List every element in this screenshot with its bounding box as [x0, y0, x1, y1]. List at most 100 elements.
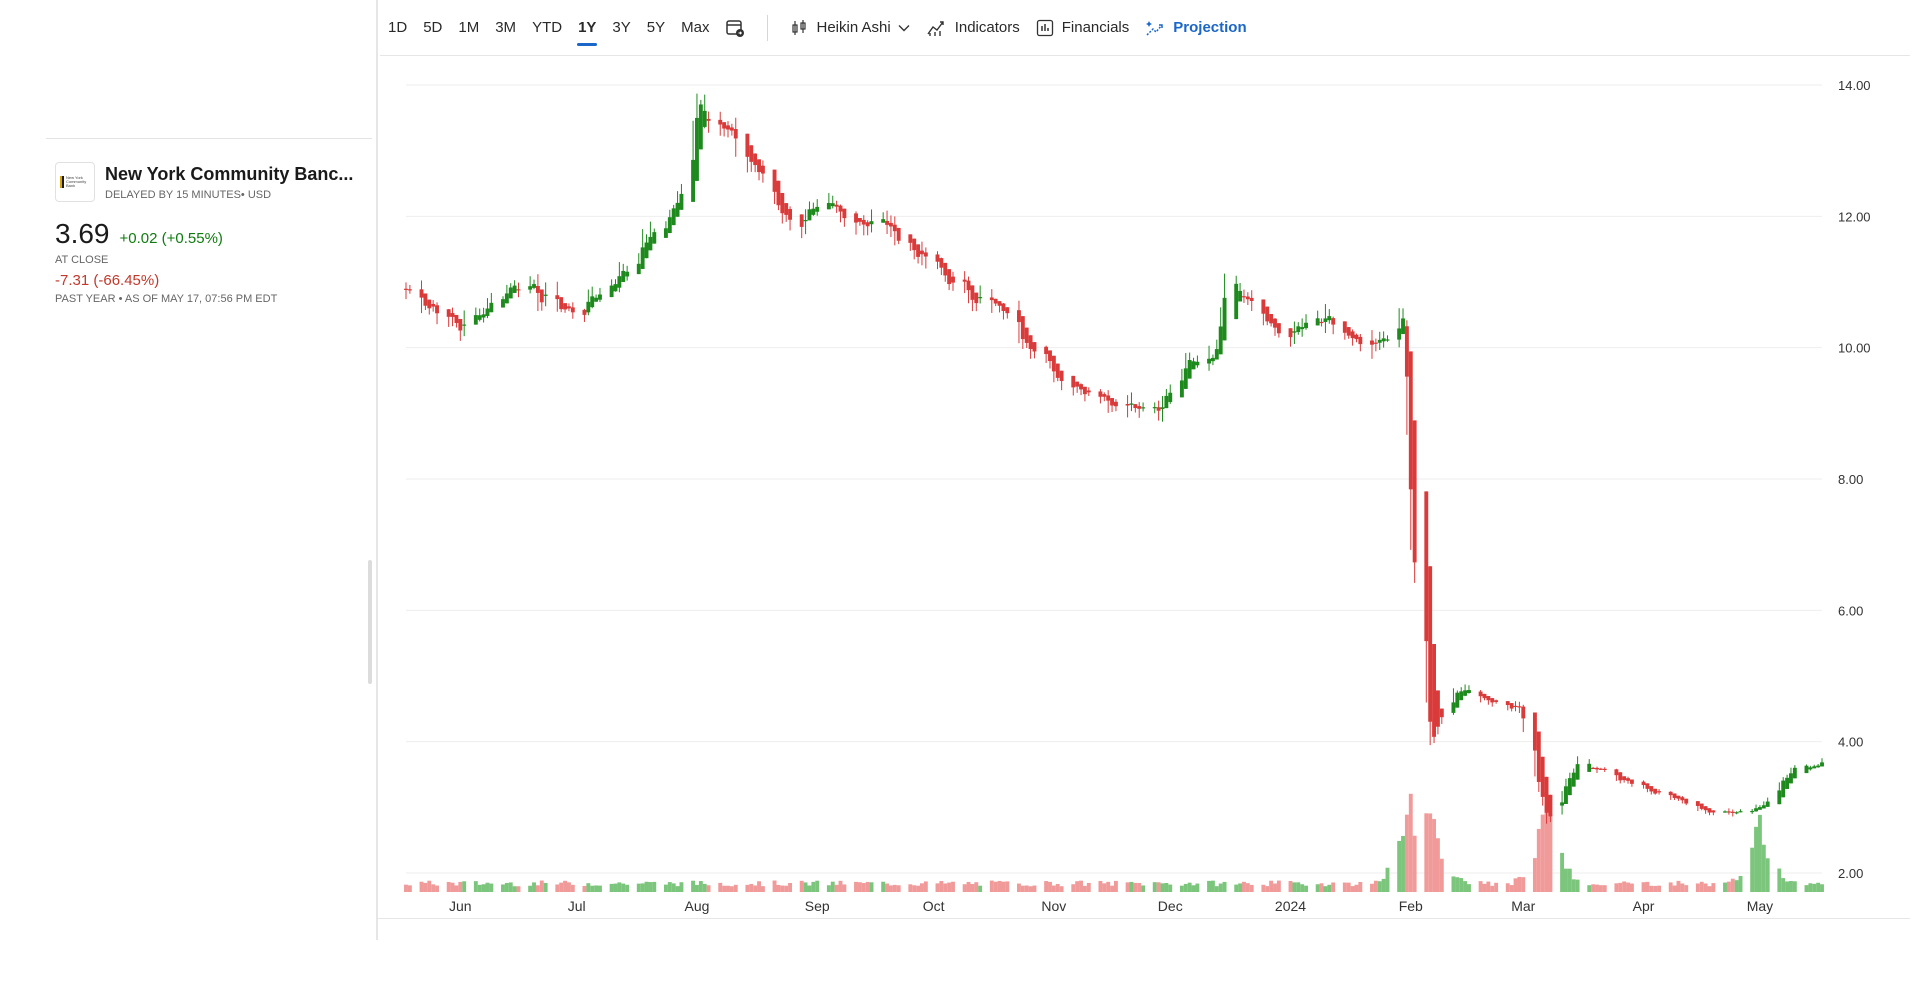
volume-bar [431, 884, 436, 892]
volume-bar [1455, 877, 1460, 892]
volume-bar [1141, 885, 1146, 892]
range-1y[interactable]: 1Y [570, 0, 604, 56]
panel-scrollbar[interactable] [368, 560, 372, 684]
range-max[interactable]: Max [681, 19, 710, 36]
candle [644, 242, 649, 259]
candle [1110, 398, 1115, 406]
candle [1156, 407, 1161, 411]
range-1m[interactable]: 1M [458, 19, 480, 36]
chart-type-label: Heikin Ashi [816, 19, 891, 36]
volume-bar [504, 882, 509, 892]
candle [621, 270, 626, 282]
volume-bar [528, 885, 533, 892]
range-3y[interactable]: 3Y [612, 19, 631, 36]
volume-bar [1113, 880, 1118, 892]
candle [702, 110, 707, 127]
candle [427, 299, 432, 309]
x-tick-label: Jul [568, 898, 586, 914]
volume-bar [1319, 883, 1324, 892]
candle [407, 289, 412, 291]
candle [1575, 764, 1580, 780]
candle [1703, 806, 1708, 811]
volume-bar [1020, 885, 1025, 892]
candle [1792, 767, 1797, 779]
volume-bar [462, 881, 467, 892]
candle [1377, 339, 1382, 343]
volume-bar [1408, 793, 1413, 892]
financials-button[interactable]: Financials [1028, 0, 1138, 56]
calendar-button[interactable] [717, 0, 753, 56]
volume-bar [1404, 814, 1409, 892]
volume-bar [1723, 882, 1727, 892]
volume-bar [826, 885, 831, 892]
volume-bar [753, 885, 758, 892]
range-1d[interactable]: 1D [388, 19, 408, 36]
volume-bar [733, 884, 738, 892]
projection-button[interactable]: Projection [1137, 0, 1254, 56]
volume-bar [1750, 847, 1755, 892]
candle [842, 208, 847, 219]
candle [1804, 765, 1809, 774]
candle [1657, 791, 1662, 793]
range-5y[interactable]: 5Y [646, 19, 666, 36]
x-tick-label: 2024 [1275, 898, 1306, 914]
candle [636, 263, 641, 275]
x-tick-label: Nov [1041, 898, 1066, 914]
volume-bar [1486, 881, 1491, 892]
volume-bar [613, 883, 618, 892]
volume-bar [1653, 885, 1658, 892]
candle [916, 244, 921, 257]
nycb-logo-icon[interactable]: New York Community Bank [55, 162, 95, 202]
volume-bar [962, 884, 967, 892]
volume-bar [1327, 884, 1332, 892]
candle [454, 314, 459, 323]
volume-bar [1304, 885, 1308, 892]
chart-type-dropdown[interactable]: Heikin Ashi [782, 0, 918, 56]
volume-bar [1726, 881, 1731, 892]
candle [1408, 351, 1413, 490]
candle [1781, 780, 1786, 798]
volume-bar [586, 883, 591, 892]
candle [1626, 778, 1630, 781]
candle [1292, 331, 1297, 333]
candle [1509, 703, 1514, 709]
volume-bar [1591, 884, 1596, 892]
volume-bar [776, 884, 781, 892]
candle [543, 294, 548, 296]
volume-bar [1024, 885, 1029, 892]
candle [1346, 327, 1351, 336]
volume-bar [943, 883, 948, 892]
range-ytd[interactable]: YTD [532, 19, 563, 36]
volume-bar [916, 885, 921, 892]
volume-bar [1156, 882, 1161, 892]
volume-bar [1273, 883, 1277, 892]
volume-bar [1602, 885, 1607, 892]
candle [458, 318, 463, 331]
volume-bar [920, 883, 924, 892]
volume-bar [908, 884, 913, 892]
candle [473, 315, 478, 325]
volume-bar [1315, 884, 1320, 892]
candle [1676, 795, 1681, 799]
quote-summary: New York Community Bank New York Communi… [55, 162, 365, 305]
volume-bar [1622, 881, 1627, 892]
indicators-button[interactable]: Indicators [919, 0, 1028, 56]
candle [501, 299, 505, 308]
candle [1187, 360, 1192, 379]
volume-bar [1641, 882, 1646, 892]
volume-bar [760, 886, 765, 892]
candle [1699, 803, 1704, 809]
candle [757, 159, 761, 173]
candle [617, 276, 622, 288]
volume-bar [1195, 883, 1200, 892]
x-tick-label: Jun [449, 898, 472, 914]
volume-bar [458, 881, 463, 892]
range-5d[interactable]: 5D [423, 19, 443, 36]
candle [609, 285, 614, 298]
volume-bar [481, 884, 486, 892]
candle [419, 289, 424, 298]
range-3m[interactable]: 3M [495, 19, 517, 36]
x-tick-label: Oct [923, 898, 945, 914]
volume-bar [706, 885, 711, 892]
